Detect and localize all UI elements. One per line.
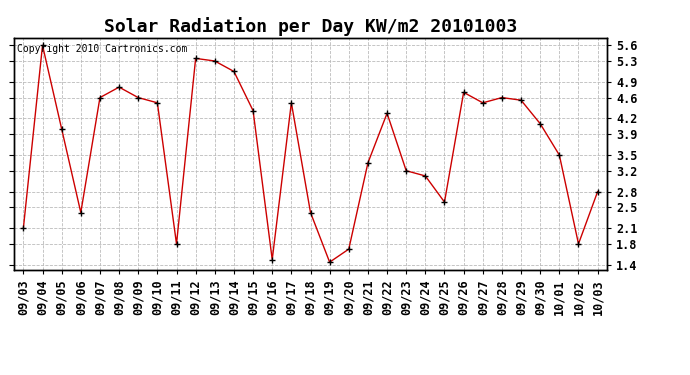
Title: Solar Radiation per Day KW/m2 20101003: Solar Radiation per Day KW/m2 20101003 (104, 17, 517, 36)
Text: Copyright 2010 Cartronics.com: Copyright 2010 Cartronics.com (17, 45, 187, 54)
